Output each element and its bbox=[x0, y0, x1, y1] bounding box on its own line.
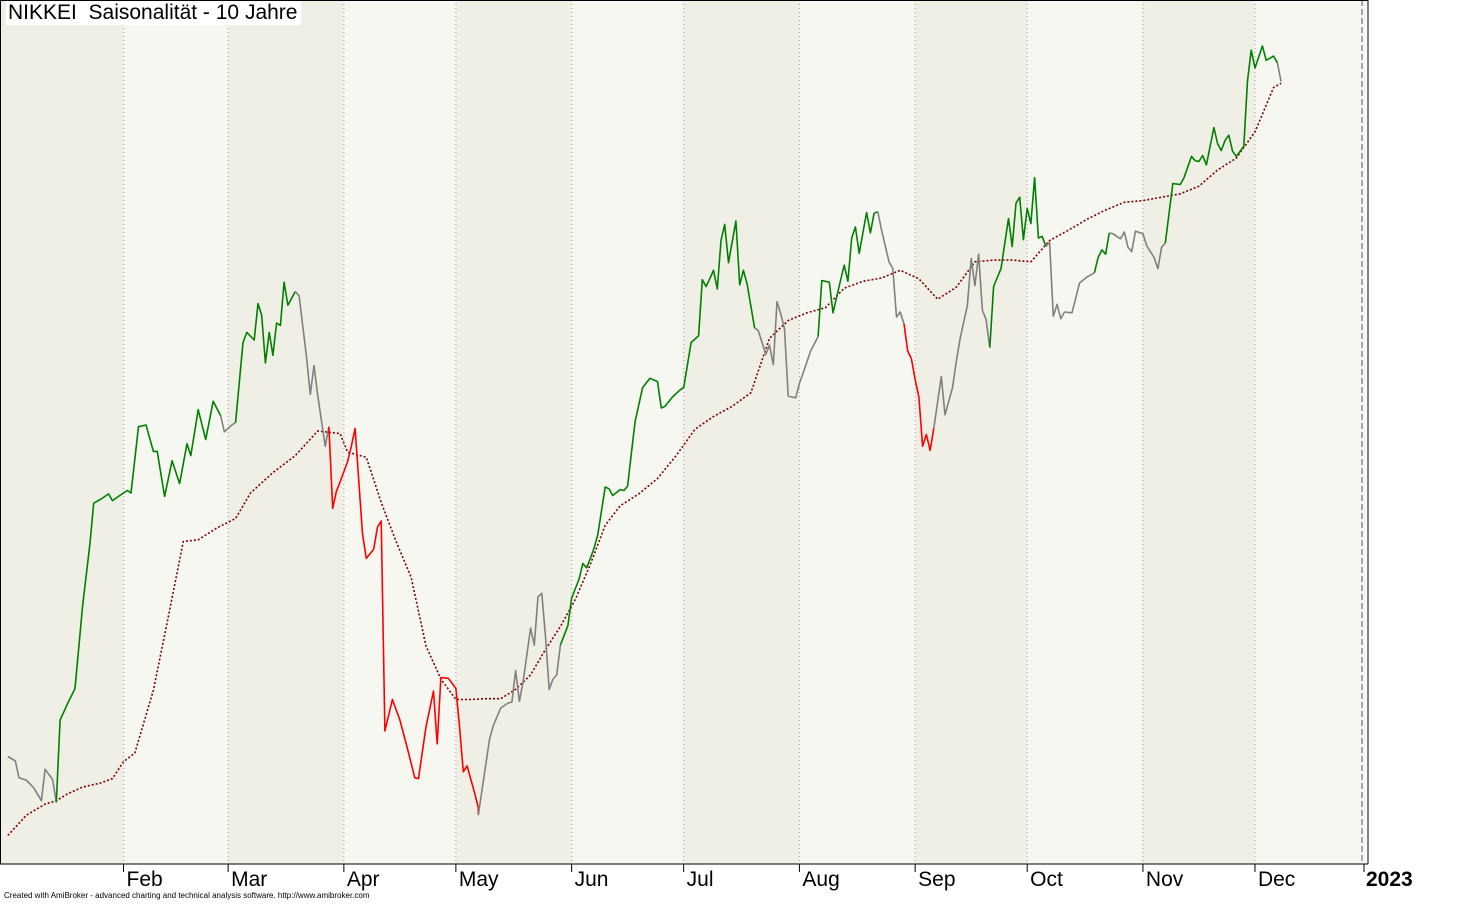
seasonal-segment-up bbox=[989, 176, 1047, 348]
month-band bbox=[1254, 0, 1366, 864]
month-band bbox=[455, 0, 572, 864]
month-band bbox=[123, 0, 229, 864]
month-band bbox=[683, 0, 800, 864]
month-band bbox=[1142, 0, 1255, 864]
x-tick-label: Dec bbox=[1258, 868, 1295, 891]
x-tick-label: Nov bbox=[1146, 868, 1184, 891]
x-tick-label: May bbox=[459, 868, 499, 891]
trailing-reference-line bbox=[7, 82, 1282, 837]
seasonal-segment-down bbox=[328, 426, 480, 816]
x-tick-label: Mar bbox=[231, 868, 267, 891]
seasonal-segment-up bbox=[559, 220, 756, 646]
x-tick-label: Aug bbox=[802, 868, 839, 891]
seasonal-segment-neutral bbox=[877, 211, 905, 325]
seasonal-segment-up bbox=[817, 210, 879, 337]
seasonal-segment-neutral bbox=[1045, 241, 1095, 320]
x-tick-label: Sep bbox=[918, 868, 955, 891]
month-band bbox=[799, 0, 916, 864]
month-band bbox=[1027, 0, 1143, 864]
x-tick-label: Feb bbox=[127, 868, 163, 891]
seasonal-segment-up bbox=[1093, 232, 1111, 273]
x-tick-label: Apr bbox=[347, 868, 380, 891]
chart-title: NIKKEI Saisonalität - 10 Jahre bbox=[6, 1, 302, 25]
seasonal-segment-neutral bbox=[1109, 230, 1166, 270]
month-band bbox=[915, 0, 1028, 864]
x-tick-label: Jun bbox=[575, 868, 609, 891]
x-tick-label: Jul bbox=[687, 868, 714, 891]
seasonal-segment-up bbox=[1164, 45, 1279, 244]
seasonal-segment-up bbox=[234, 281, 297, 423]
seasonal-segment-neutral bbox=[7, 755, 58, 803]
seasonal-segment-neutral bbox=[219, 415, 237, 433]
credit-line: Created with AmiBroker - advanced charti… bbox=[4, 891, 370, 900]
seasonal-segment-up bbox=[55, 400, 222, 803]
year-label: 2023 bbox=[1366, 868, 1413, 891]
month-band bbox=[343, 0, 456, 864]
x-tick-label: Oct bbox=[1030, 868, 1063, 891]
month-band bbox=[571, 0, 684, 864]
seasonal-segment-neutral bbox=[1276, 62, 1282, 82]
month-band bbox=[0, 0, 124, 864]
seasonal-segment-neutral bbox=[294, 290, 330, 448]
seasonal-segment-neutral bbox=[477, 592, 562, 816]
month-band bbox=[228, 0, 344, 864]
seasonal-segment-neutral bbox=[933, 253, 991, 429]
seasonal-segment-down bbox=[903, 323, 935, 452]
seasonal-segment-neutral bbox=[754, 300, 819, 399]
